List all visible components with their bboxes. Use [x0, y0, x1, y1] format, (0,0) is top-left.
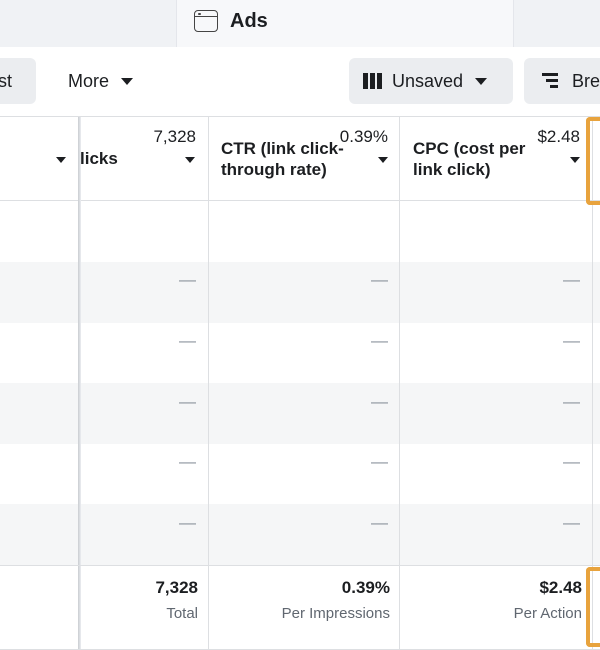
breakdown-icon: [540, 73, 558, 89]
total-ctr-value: 0.39%: [341, 578, 390, 597]
toolbar: st More Unsaved Bre: [0, 47, 600, 116]
breakdown-button[interactable]: Bre: [524, 58, 600, 104]
cell-cpc: $2.48: [537, 127, 580, 146]
cell-link-clicks: —: [179, 270, 196, 289]
cell-cpc: —: [563, 331, 580, 350]
table-row-shade: [0, 504, 600, 565]
cell-ctr: —: [371, 331, 388, 350]
cell-ctr: 0.39%: [339, 127, 388, 146]
cell-link-clicks: —: [179, 331, 196, 350]
column-highlight-outline-bottom: [586, 567, 600, 647]
tab-ads-label: Ads: [230, 10, 268, 32]
cell-cpc: —: [563, 270, 580, 289]
total-cpc-label: Per Action: [513, 605, 582, 622]
more-button[interactable]: More: [54, 58, 154, 104]
columns-preset-label: Unsaved: [392, 70, 464, 91]
total-ctr-label: Per Impressions: [281, 605, 390, 622]
column-divider: [399, 117, 400, 650]
cell-ctr: —: [371, 452, 388, 471]
cell-ctr: —: [371, 392, 388, 411]
total-link-clicks-label: Total: [166, 605, 198, 622]
tab-strip: Ads: [0, 0, 600, 47]
column-divider: [208, 117, 209, 650]
columns-icon: [363, 73, 382, 89]
cell-link-clicks: 7,328: [153, 127, 196, 146]
column-divider: [592, 117, 593, 650]
breakdown-button-label: Bre: [572, 70, 600, 91]
column-header-link-clicks-label: licks: [80, 149, 118, 168]
cell-link-clicks: —: [179, 513, 196, 532]
table-row-shade: [0, 262, 600, 323]
cell-ctr: —: [371, 513, 388, 532]
chevron-down-icon[interactable]: [378, 157, 388, 163]
total-link-clicks-value: 7,328: [155, 578, 198, 597]
truncated-toolbar-button-label: st: [0, 70, 13, 91]
cell-cpc: —: [563, 392, 580, 411]
column-header-cpc-line2: link click): [413, 160, 491, 179]
totals-row: 7,328 Total 0.39% Per Impressions $2.48 …: [0, 565, 600, 650]
chevron-down-icon[interactable]: [56, 157, 66, 163]
cell-cpc: —: [563, 513, 580, 532]
column-header-ctr-line2: through rate): [221, 160, 327, 179]
cell-ctr: —: [371, 270, 388, 289]
column-header-cpc-line1: CPC (cost per: [413, 139, 526, 158]
tab-ads[interactable]: Ads: [176, 0, 514, 47]
cell-link-clicks: —: [179, 452, 196, 471]
chevron-down-icon[interactable]: [570, 157, 580, 163]
frozen-column-divider: [78, 117, 81, 650]
chevron-down-icon[interactable]: [185, 157, 195, 163]
cell-cpc: —: [563, 452, 580, 471]
column-highlight-outline-top: [586, 117, 600, 205]
total-cpc-value: $2.48: [539, 578, 582, 597]
ads-data-table: licks CTR (link click- through rate) CPC…: [0, 116, 600, 650]
table-row-shade: [0, 383, 600, 444]
cell-link-clicks: —: [179, 392, 196, 411]
chevron-down-icon: [475, 77, 488, 85]
truncated-toolbar-button[interactable]: st: [0, 58, 36, 104]
chevron-down-icon: [121, 77, 134, 85]
column-header-ctr-line1: CTR (link click-: [221, 139, 344, 158]
columns-preset-dropdown[interactable]: Unsaved: [349, 58, 513, 104]
window-icon: [194, 10, 218, 32]
table-header: [0, 117, 600, 201]
more-button-label: More: [68, 70, 110, 91]
